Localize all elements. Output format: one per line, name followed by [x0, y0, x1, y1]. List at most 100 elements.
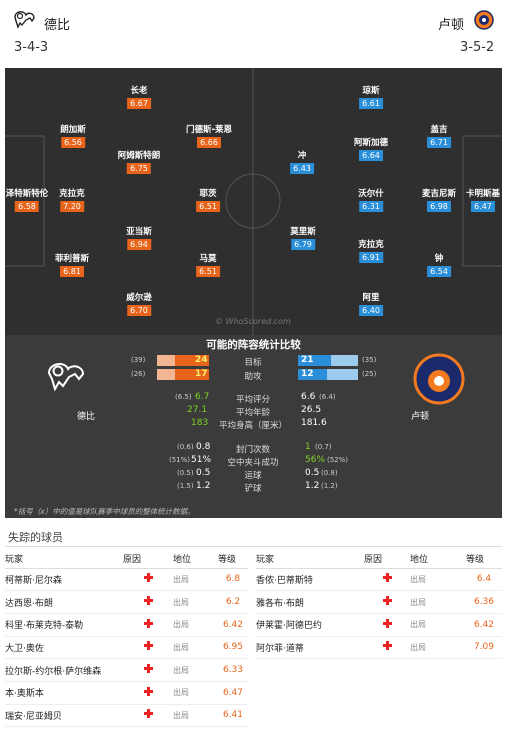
player-name[interactable]: 本·奥斯本 [5, 681, 123, 705]
col-header-status[interactable]: 地位 [410, 549, 466, 569]
away-player[interactable]: 麦吉尼斯 6.98 [422, 189, 456, 212]
player-rating: 7.09 [466, 636, 502, 660]
player-name[interactable]: 拉尔斯-约尔根·萨尔维森 [5, 658, 123, 682]
derby-ram-icon [47, 363, 85, 392]
injury-icon [143, 641, 153, 651]
goals-label: 目标 [244, 358, 262, 368]
tackles-label: 铲球 [244, 484, 262, 494]
col-header-player[interactable]: 玩家 [256, 549, 364, 569]
player-rating: 7.20 [60, 201, 84, 212]
table-row: 达西恩·布朗 出局 6.2 [5, 590, 248, 614]
player-rating: 6.41 [218, 704, 248, 728]
player-name[interactable]: 大卫·奥佐 [5, 636, 123, 660]
clean-sheets-home-value: 0.8 [196, 442, 211, 452]
home-player[interactable]: 耶茨 6.51 [196, 189, 220, 212]
col-header-reason[interactable]: 原因 [364, 549, 410, 569]
table-row: 本·奥斯本 出局 6.47 [5, 681, 248, 705]
away-player[interactable]: 阿斯加德 6.64 [354, 138, 388, 161]
pitch-markings [5, 68, 502, 335]
home-player[interactable]: 克拉克 7.20 [59, 189, 85, 212]
avg-rating-home-value: 6.7 [195, 392, 210, 402]
dribbles-home-value: 0.5 [196, 468, 211, 478]
player-status: 出局 [410, 590, 466, 614]
avg-age-home-value: 27.1 [187, 405, 208, 415]
home-player[interactable]: 朗加斯 6.56 [60, 125, 86, 148]
table-row: 拉尔斯-约尔根·萨尔维森 出局 6.33 [5, 658, 248, 682]
away-team-label: 卢顿 [411, 412, 430, 422]
away-player[interactable]: 冲 6.43 [290, 151, 314, 174]
player-name[interactable]: 阿尔菲·道蒂 [256, 636, 364, 660]
away-player[interactable]: 琼斯 6.61 [359, 86, 383, 109]
player-name: 威尔逊 [126, 293, 152, 303]
assists-home-sub: (26) [131, 370, 146, 378]
injury-icon [382, 573, 392, 583]
player-rating: 6.51 [196, 201, 220, 212]
player-name: 琼斯 [362, 86, 380, 96]
player-name[interactable]: 伊莱霍·阿德巴约 [256, 613, 364, 637]
avg-height-home-value: 183 [191, 418, 209, 428]
tackles-away-value: 1.2 [305, 481, 320, 491]
dribbles-label: 运球 [244, 471, 262, 481]
away-player[interactable]: 盖吉 6.71 [427, 125, 451, 148]
stats-footnote: *括号（x）中的值是球队赛季中球员的整体统计数据。 [14, 507, 195, 516]
player-name[interactable]: 瑞安·尼亚姆贝 [5, 704, 123, 728]
away-player[interactable]: 卡明斯基 6.47 [466, 189, 500, 212]
player-rating: 6.43 [290, 163, 314, 174]
away-player[interactable]: 沃尔什 6.31 [358, 189, 384, 212]
col-header-reason[interactable]: 原因 [123, 549, 173, 569]
home-player[interactable]: 威尔逊 6.70 [126, 293, 152, 316]
player-rating: 6.40 [359, 305, 383, 316]
avg-age-away-value: 26.5 [301, 405, 322, 415]
table-row: 大卫·奥佐 出局 6.95 [5, 636, 248, 660]
col-header-player[interactable]: 玩家 [5, 549, 123, 569]
avg-rating-away-value: 6.6 [301, 392, 316, 402]
player-rating: 6.61 [359, 98, 383, 109]
clean-sheets-away-sub: (0.7) [315, 443, 332, 451]
home-player[interactable]: 阿姆斯特朗 6.75 [117, 151, 161, 174]
player-name: 门德斯-莱恩 [185, 125, 233, 135]
home-player[interactable]: 门德斯-莱恩 6.66 [186, 125, 232, 148]
player-status: 出局 [410, 636, 466, 660]
player-rating: 6.56 [61, 137, 85, 148]
home-player[interactable]: 泽特斯特伦 6.58 [6, 189, 48, 212]
player-name: 钟 [434, 254, 444, 264]
col-header-rating[interactable]: 等级 [218, 549, 248, 569]
away-player[interactable]: 钟 6.54 [427, 254, 451, 277]
col-header-status[interactable]: 地位 [173, 549, 218, 569]
away-player[interactable]: 阿里 6.40 [359, 293, 383, 316]
away-team-name[interactable]: 卢顿 [438, 18, 465, 33]
player-status: 出局 [173, 681, 218, 705]
player-name[interactable]: 科里·布莱克特-泰勒 [5, 613, 123, 637]
away-player[interactable]: 莫里斯 6.79 [290, 227, 316, 250]
col-header-rating[interactable]: 等级 [466, 549, 502, 569]
player-name: 阿里 [362, 293, 380, 303]
player-rating: 6.94 [127, 239, 151, 250]
goals-home-bar [175, 355, 209, 366]
player-status: 出局 [173, 636, 218, 660]
player-name: 冲 [297, 151, 307, 161]
avg-rating-label: 平均评分 [235, 395, 270, 405]
player-name[interactable]: 香侬·巴蒂斯特 [256, 568, 364, 592]
player-name: 阿姆斯特朗 [117, 151, 161, 161]
home-player[interactable]: 菲利普斯 6.81 [55, 254, 89, 277]
aerials-home-sub: (51%) [169, 456, 191, 464]
missing-players-title: 失踪的球员 [8, 531, 63, 544]
dribbles-away-sub: (0.8) [321, 469, 338, 477]
home-player[interactable]: 长老 6.67 [127, 86, 151, 109]
injury-icon [143, 664, 153, 674]
player-name[interactable]: 柯蒂斯·尼尔森 [5, 568, 123, 592]
player-status: 出局 [410, 613, 466, 637]
derby-ram-icon [14, 11, 35, 29]
player-name[interactable]: 达西恩·布朗 [5, 590, 123, 614]
missing-divider [5, 546, 502, 547]
away-player[interactable]: 克拉克 6.91 [358, 240, 384, 263]
home-team-name[interactable]: 德比 [44, 18, 71, 33]
aerials-home-value: 51% [191, 455, 212, 465]
home-player[interactable]: 马莫 6.51 [196, 254, 220, 277]
player-name[interactable]: 雅各布·布朗 [256, 590, 364, 614]
home-team-label: 德比 [77, 412, 96, 422]
injury-icon [382, 641, 392, 651]
player-rating: 6.81 [60, 266, 84, 277]
table-row: 阿尔菲·道蒂 出局 7.09 [256, 636, 502, 660]
home-player[interactable]: 亚当斯 6.94 [126, 227, 152, 250]
